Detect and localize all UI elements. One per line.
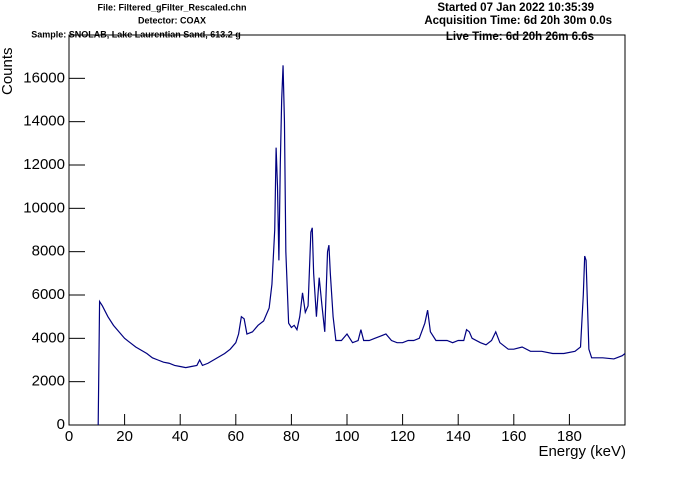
x-tick-label: 40	[172, 428, 189, 445]
y-tick-label: 16000	[23, 69, 65, 86]
x-tick-label: 0	[65, 428, 73, 445]
spectrum-line	[97, 65, 626, 426]
x-axis-title: Energy (keV)	[538, 443, 626, 460]
x-tick-label: 180	[557, 428, 582, 445]
header-sample: Sample: SNOLAB, Lake Laurentian Sand, 61…	[31, 29, 241, 39]
header-detector: Detector: COAX	[138, 15, 206, 25]
y-tick-label: 8000	[32, 243, 65, 260]
header-file: File: Filtered_gFilter_Rescaled.chn	[97, 2, 246, 12]
y-tick-label: 12000	[23, 156, 65, 173]
x-tick-label: 60	[227, 428, 244, 445]
y-tick-label: 10000	[23, 199, 65, 216]
x-tick-label: 80	[283, 428, 300, 445]
x-tick-label: 160	[501, 428, 526, 445]
header-live: Live Time: 6d 20h 26m 6.6s	[446, 31, 594, 43]
x-tick-label: 100	[334, 428, 359, 445]
x-tick-label: 140	[446, 428, 471, 445]
y-tick-label: 4000	[32, 329, 65, 346]
y-tick-label: 14000	[23, 113, 65, 130]
header-started: Started 07 Jan 2022 10:35:39	[437, 2, 594, 14]
x-tick-label: 20	[116, 428, 133, 445]
x-tick-label: 120	[390, 428, 415, 445]
header-acquisition: Acquisition Time: 6d 20h 30m 0.0s	[424, 15, 612, 27]
y-tick-label: 0	[57, 416, 65, 433]
y-tick-label: 2000	[32, 373, 65, 390]
y-tick-label: 6000	[32, 286, 65, 303]
y-axis-title: Counts	[0, 47, 16, 95]
